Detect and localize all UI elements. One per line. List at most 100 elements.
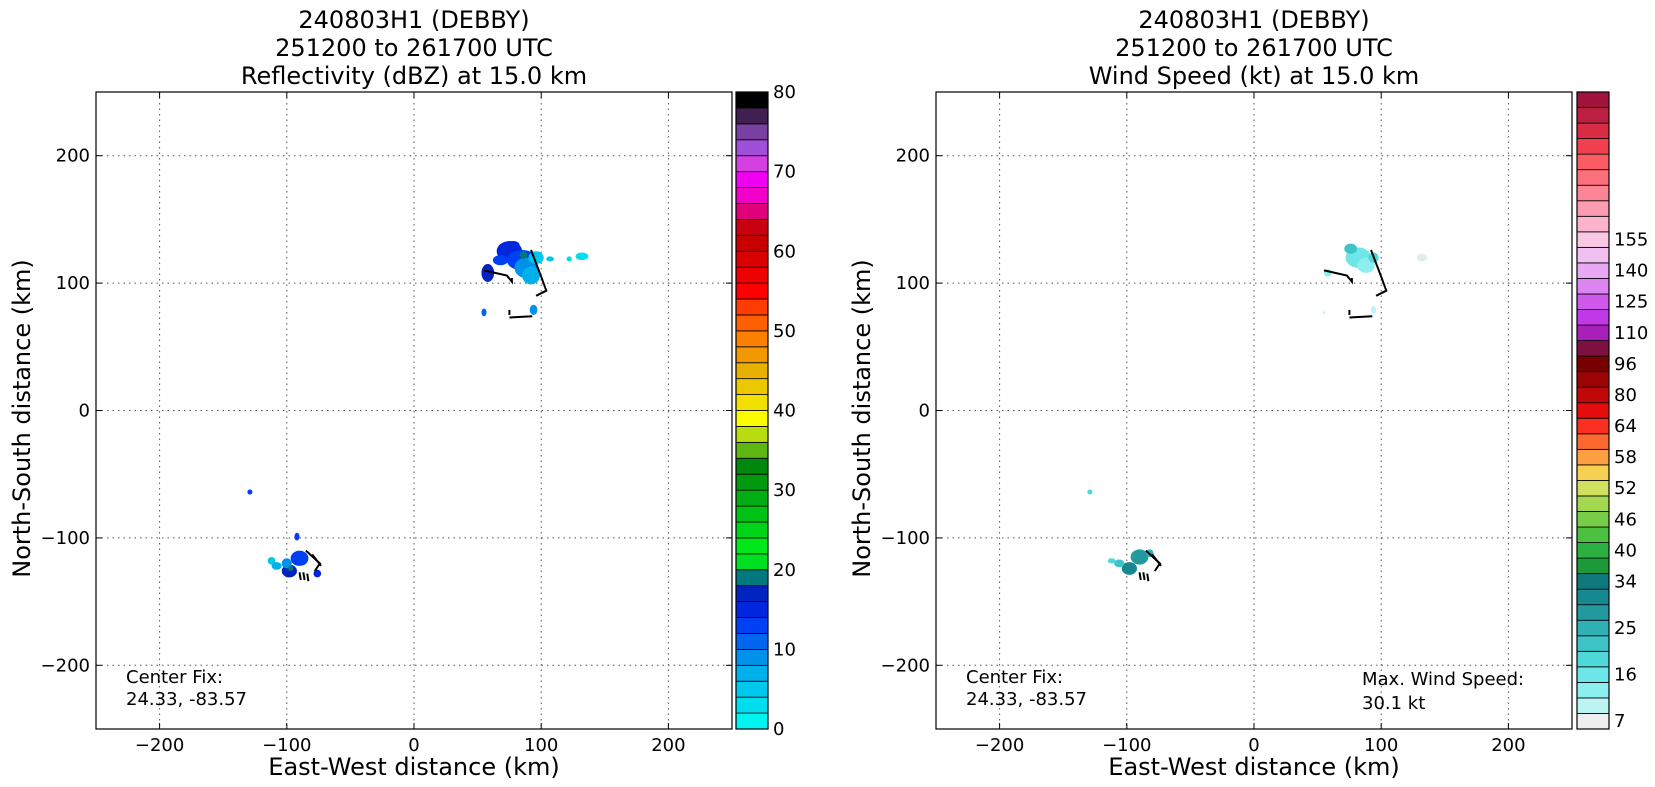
colorbar-tick-label: 7 <box>1614 711 1625 732</box>
colorbar-segment <box>735 123 769 141</box>
chart-title-line: Reflectivity (dBZ) at 15.0 km <box>241 62 587 90</box>
x-tick-label: 100 <box>524 735 558 756</box>
chart-title-line: 251200 to 261700 UTC <box>1115 34 1393 62</box>
echo-region <box>575 252 589 261</box>
y-tick-label: 100 <box>56 273 90 294</box>
colorbar-segment <box>1576 511 1610 528</box>
colorbar-tick-label: 52 <box>1614 478 1637 499</box>
colorbar-segment <box>1576 650 1610 668</box>
colorbar-segment <box>735 91 769 109</box>
colorbar-segment <box>735 633 769 650</box>
colorbar-segment <box>735 664 769 682</box>
colorbar-segment <box>735 521 769 539</box>
colorbar-segment <box>735 298 769 316</box>
y-tick-label: 200 <box>56 146 90 167</box>
echo-region <box>267 557 276 565</box>
y-axis-label: North-South distance (km) <box>8 259 36 578</box>
colorbar-segment <box>735 266 769 284</box>
colorbar-tick-label: 140 <box>1614 261 1648 282</box>
colorbar-segment <box>1576 91 1610 108</box>
center-fix-value: 24.33, -83.57 <box>126 689 247 710</box>
echo-region <box>1344 243 1358 254</box>
colorbar-segment <box>735 218 769 236</box>
wind-barb <box>483 269 513 285</box>
colorbar-segment <box>735 171 769 188</box>
x-axis-label: East-West distance (km) <box>268 753 559 781</box>
wind-barb <box>530 249 548 297</box>
colorbar-segment <box>1576 184 1610 202</box>
x-tick-label: 0 <box>408 735 419 756</box>
colorbar-segment <box>1576 557 1610 575</box>
y-tick-label: 200 <box>896 146 930 167</box>
echo-region <box>481 308 487 317</box>
colorbar-tick-label: 0 <box>773 719 784 740</box>
colorbar-segment <box>1576 169 1610 186</box>
echo-region <box>506 241 520 249</box>
wind-barb <box>509 315 533 319</box>
colorbar-tick-label: 64 <box>1614 416 1637 437</box>
colorbar-segment <box>1576 231 1610 248</box>
echo-region <box>271 562 282 570</box>
colorbar-segment <box>735 489 769 507</box>
wind-barb <box>1370 249 1388 297</box>
center-fix-label: Center Fix: <box>126 667 223 688</box>
colorbar-segment <box>735 250 769 268</box>
colorbar-tick-label: 58 <box>1614 447 1637 468</box>
colorbar-segment <box>1576 153 1610 171</box>
x-tick-label: 100 <box>1364 735 1398 756</box>
colorbar-segment <box>1576 324 1610 341</box>
colorbar-tick-label: 80 <box>773 82 796 103</box>
colorbar-tick-label: 46 <box>1614 509 1637 530</box>
colorbar-segment <box>735 330 769 348</box>
colorbar-segment <box>735 346 769 364</box>
colorbar-segment <box>1576 278 1610 295</box>
wind-barb <box>1349 315 1373 319</box>
echo-region <box>1114 559 1125 568</box>
colorbar-segment <box>1576 448 1610 466</box>
x-tick-label: −200 <box>135 735 184 756</box>
x-tick-label: −100 <box>1102 735 1151 756</box>
colorbar-segment <box>735 569 769 587</box>
colorbar-tick-label: 10 <box>773 639 796 660</box>
colorbar-segment <box>1576 480 1610 497</box>
wind-barb <box>302 572 306 581</box>
colorbar-segment <box>735 601 769 618</box>
y-tick-label: 0 <box>79 401 90 422</box>
center-fix-value: 24.33, -83.57 <box>966 689 1087 710</box>
colorbar-segment <box>1576 402 1610 419</box>
colorbar-segment <box>1576 262 1610 279</box>
wind-barb <box>1323 269 1353 285</box>
x-tick-label: 200 <box>651 735 685 756</box>
colorbar-segment <box>735 426 769 443</box>
wind-barb <box>1151 553 1162 567</box>
echo-region <box>1322 311 1326 314</box>
colorbar-segment <box>1576 619 1610 637</box>
colorbar-tick-label: 40 <box>773 401 796 422</box>
max-wind-label: Max. Wind Speed: <box>1362 669 1524 690</box>
echo-region <box>566 256 572 262</box>
colorbar-tick-label: 16 <box>1614 665 1637 686</box>
colorbar-segment <box>1576 107 1610 124</box>
colorbar-segment <box>735 553 769 571</box>
y-tick-label: −200 <box>41 655 90 676</box>
echo-region <box>1130 549 1149 565</box>
colorbar-tick-label: 20 <box>773 560 796 581</box>
x-axis-label: East-West distance (km) <box>1108 753 1399 781</box>
x-tick-label: −200 <box>975 735 1024 756</box>
colorbar-segment <box>735 107 769 125</box>
colorbar-frame <box>735 91 769 730</box>
echo-region <box>247 489 253 495</box>
center-fix-label: Center Fix: <box>966 667 1063 688</box>
colorbar-tick-label: 80 <box>1614 385 1637 406</box>
max-wind-value: 30.1 kt <box>1362 693 1425 714</box>
colorbar-segment <box>1576 713 1610 730</box>
wind-barb <box>298 572 302 581</box>
colorbar-segment <box>735 457 769 475</box>
colorbar-segment <box>735 155 769 173</box>
colorbar-segment <box>735 362 769 380</box>
echo-region <box>294 532 300 541</box>
chart-title-line: Wind Speed (kt) at 15.0 km <box>1089 62 1420 90</box>
colorbar-frame <box>1576 91 1610 730</box>
echo-region <box>492 255 509 266</box>
